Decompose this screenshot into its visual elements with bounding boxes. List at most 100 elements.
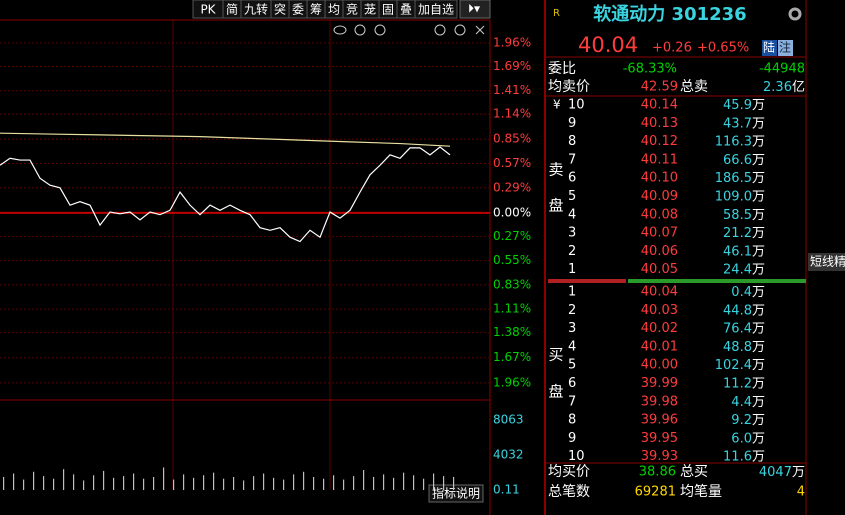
- value: 58.5: [723, 207, 752, 222]
- volume-bar: [293, 474, 295, 490]
- y-tick-label: 1.41%: [493, 83, 531, 97]
- volume-bar: [223, 478, 225, 490]
- volume: 46.1万: [723, 244, 765, 259]
- toolbar-button-label[interactable]: PK: [200, 3, 216, 17]
- volume: 11.6万: [723, 449, 765, 464]
- toolbar-button-label[interactable]: 叠: [400, 3, 412, 17]
- toolbar-button-label[interactable]: 委: [292, 3, 304, 17]
- level: 4: [568, 339, 576, 354]
- avg-trade: 4: [797, 485, 805, 500]
- volume-bar: [103, 470, 105, 490]
- value: 66.6: [723, 152, 752, 167]
- toolbar-button-label[interactable]: 筹: [310, 3, 322, 17]
- toolbar-button-label[interactable]: 均: [328, 3, 340, 17]
- level: 9: [568, 116, 576, 131]
- value: 76.4: [723, 321, 752, 336]
- volume: 76.4万: [723, 321, 765, 336]
- toolbar-button-label[interactable]: 竞: [346, 3, 358, 17]
- volume-bar: [193, 477, 195, 490]
- value: 0.4: [731, 285, 752, 300]
- volume: 66.6万: [723, 152, 765, 167]
- price: 40.08: [641, 207, 678, 222]
- volume: 0.4万: [731, 285, 765, 300]
- toolbar-button-label[interactable]: 九转: [244, 2, 268, 17]
- level: 1: [568, 262, 576, 277]
- bid-bar: [628, 279, 806, 283]
- avg-bid: 38.86: [639, 465, 676, 480]
- volume: 43.7万: [723, 116, 765, 131]
- volume-bar: [363, 470, 365, 490]
- indicator-button-label[interactable]: 指标说明: [432, 486, 480, 501]
- value: 11.6: [723, 449, 752, 464]
- y-tick-label: 8063: [493, 412, 524, 426]
- volume: 6.0万: [731, 431, 765, 446]
- toolbar-button-label[interactable]: 加自选: [418, 3, 454, 17]
- total-ask: 2.36亿: [763, 80, 805, 95]
- price: 40.14: [641, 98, 678, 113]
- market-tag: R: [553, 8, 560, 19]
- label: 总卖: [680, 79, 708, 95]
- volume-bar: [243, 480, 245, 490]
- indicator-button[interactable]: [428, 484, 484, 503]
- toolbar-arrow-glyph: ⏵▾: [468, 2, 480, 16]
- volume-bar: [93, 475, 95, 490]
- tag: 注: [779, 40, 791, 55]
- price: 40.09: [641, 189, 678, 204]
- unit: 万: [752, 321, 765, 336]
- price: 39.96: [641, 413, 678, 428]
- y-tick-label: 1.69%: [493, 59, 531, 73]
- zoom-in-icon[interactable]: [454, 24, 466, 36]
- unit: 万: [752, 358, 765, 373]
- volume-bar: [233, 476, 235, 490]
- volume-bar: [53, 478, 55, 490]
- toolbar-button-label[interactable]: 突: [274, 2, 286, 17]
- toolbar-arrow[interactable]: [459, 0, 491, 19]
- unit: 万: [752, 449, 765, 464]
- price: 40.01: [641, 339, 678, 354]
- trades: 69281: [635, 485, 676, 500]
- unit: 万: [752, 244, 765, 259]
- volume-bar: [143, 478, 145, 490]
- stock-title: 软通动力 301236: [593, 3, 746, 25]
- toolbar-button[interactable]: [414, 0, 458, 19]
- eye-icon[interactable]: [333, 25, 347, 35]
- volume-bar: [453, 476, 455, 490]
- volume-bar: [393, 477, 395, 490]
- volume: 186.5万: [715, 171, 765, 186]
- label: 均买价: [548, 464, 590, 480]
- y-tick-label: 0.55%: [493, 253, 531, 267]
- price: 40.07: [641, 226, 678, 241]
- tag-box: [778, 40, 793, 56]
- unit: 万: [752, 98, 765, 113]
- toolbar-button-label[interactable]: 固: [382, 3, 394, 17]
- level: 6: [568, 376, 576, 391]
- unit: 亿: [792, 80, 805, 95]
- volume-bar: [203, 475, 205, 490]
- unit: 万: [752, 226, 765, 241]
- volume-bar: [3, 476, 5, 490]
- icon[interactable]: [354, 24, 366, 36]
- close-icon[interactable]: [475, 25, 485, 35]
- toolbar-button-label[interactable]: 茏: [364, 3, 376, 17]
- unit: 万: [752, 262, 765, 277]
- play-icon[interactable]: [374, 24, 386, 36]
- y-tick-label: 0.85%: [493, 132, 531, 146]
- y-tick-label: 1.96%: [493, 36, 531, 50]
- volume-bar: [33, 471, 35, 490]
- y-tick-label: 4032: [493, 447, 524, 461]
- currency: ¥: [553, 98, 561, 112]
- tag-box: [762, 40, 777, 56]
- zoom-out-icon[interactable]: [434, 24, 446, 36]
- price: 39.99: [641, 376, 678, 391]
- value: 116.3: [715, 134, 752, 149]
- price: 40.12: [641, 134, 678, 149]
- side-label: 盘: [548, 383, 563, 401]
- value: 21.2: [723, 226, 752, 241]
- settings-icon[interactable]: [788, 7, 802, 21]
- unit: 万: [752, 394, 765, 409]
- volume-bar: [423, 478, 425, 490]
- toolbar-button-label[interactable]: 简: [226, 3, 238, 17]
- value: 109.0: [715, 189, 752, 204]
- unit: 万: [752, 413, 765, 428]
- y-tick-label: 0.00%: [493, 205, 531, 219]
